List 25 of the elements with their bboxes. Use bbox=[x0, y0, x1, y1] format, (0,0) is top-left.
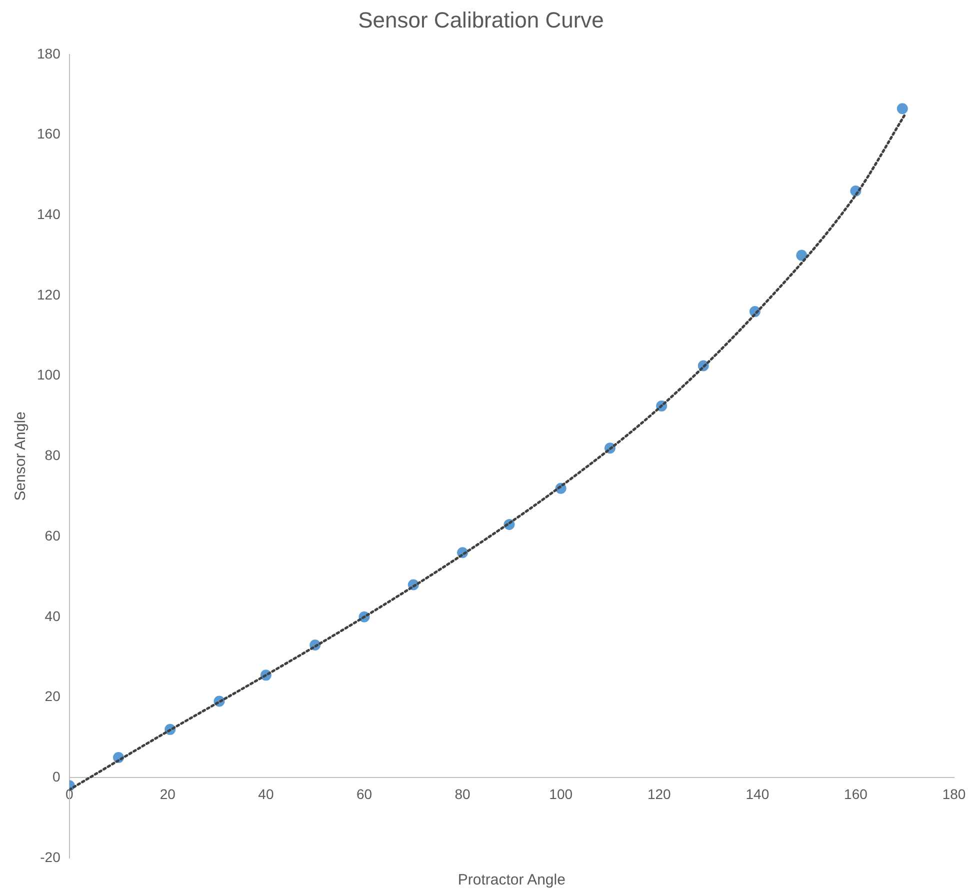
y-tick-label: 100 bbox=[37, 366, 61, 383]
y-axis-title: Sensor Angle bbox=[12, 412, 30, 501]
y-tick-label: 120 bbox=[37, 286, 61, 302]
x-tick-label: 100 bbox=[549, 786, 573, 802]
y-tick-label: 0 bbox=[52, 768, 61, 784]
x-axis-title: Protractor Angle bbox=[458, 872, 566, 889]
x-tick-label: 60 bbox=[356, 786, 372, 802]
y-tick-label: 80 bbox=[44, 447, 61, 464]
x-tick-label: 40 bbox=[258, 786, 274, 802]
y-tick-label: -20 bbox=[40, 848, 61, 865]
point bbox=[896, 103, 908, 114]
y-tick-label: 20 bbox=[44, 688, 61, 704]
y-tick-label: 180 bbox=[37, 45, 61, 62]
x-tick-label: 80 bbox=[454, 786, 471, 802]
y-tick-label: 40 bbox=[44, 608, 61, 624]
x-tick-label: 180 bbox=[942, 786, 966, 802]
x-tick-label: 160 bbox=[844, 786, 868, 802]
y-tick-label: 160 bbox=[37, 126, 61, 142]
point bbox=[796, 250, 808, 261]
chart-title: Sensor Calibration Curve bbox=[358, 7, 604, 32]
x-tick-label: 140 bbox=[746, 786, 770, 802]
y-tick-label: 60 bbox=[44, 527, 61, 544]
x-tick-label: 120 bbox=[647, 786, 672, 802]
y-tick-label: 140 bbox=[37, 206, 61, 222]
x-tick-label: 20 bbox=[160, 786, 176, 802]
